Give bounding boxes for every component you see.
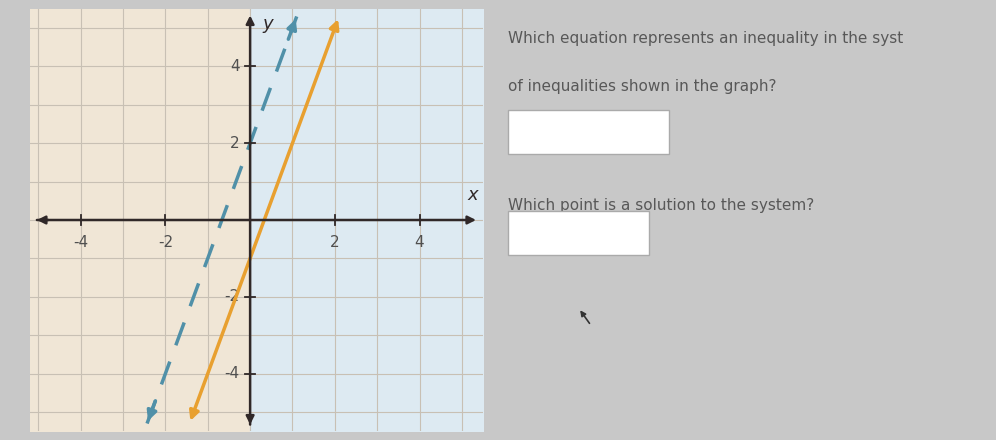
FancyBboxPatch shape bbox=[508, 110, 669, 154]
Text: -4: -4 bbox=[73, 235, 89, 249]
Text: y: y bbox=[263, 15, 274, 33]
Text: 4: 4 bbox=[230, 59, 239, 74]
Text: 4: 4 bbox=[414, 235, 424, 249]
Text: 2: 2 bbox=[230, 136, 239, 150]
Text: -2: -2 bbox=[224, 290, 239, 304]
FancyBboxPatch shape bbox=[508, 211, 649, 255]
Text: Which equation represents an inequality in the syst: Which equation represents an inequality … bbox=[508, 31, 903, 46]
Text: -4: -4 bbox=[224, 366, 239, 381]
Text: of inequalities shown in the graph?: of inequalities shown in the graph? bbox=[508, 79, 777, 94]
Text: ∨: ∨ bbox=[584, 125, 594, 139]
Text: 2: 2 bbox=[330, 235, 340, 249]
Text: Which point is a solution to the system?: Which point is a solution to the system? bbox=[508, 198, 815, 213]
Text: -2: -2 bbox=[157, 235, 173, 249]
Text: x: x bbox=[467, 186, 478, 204]
Text: ∨: ∨ bbox=[574, 227, 583, 240]
